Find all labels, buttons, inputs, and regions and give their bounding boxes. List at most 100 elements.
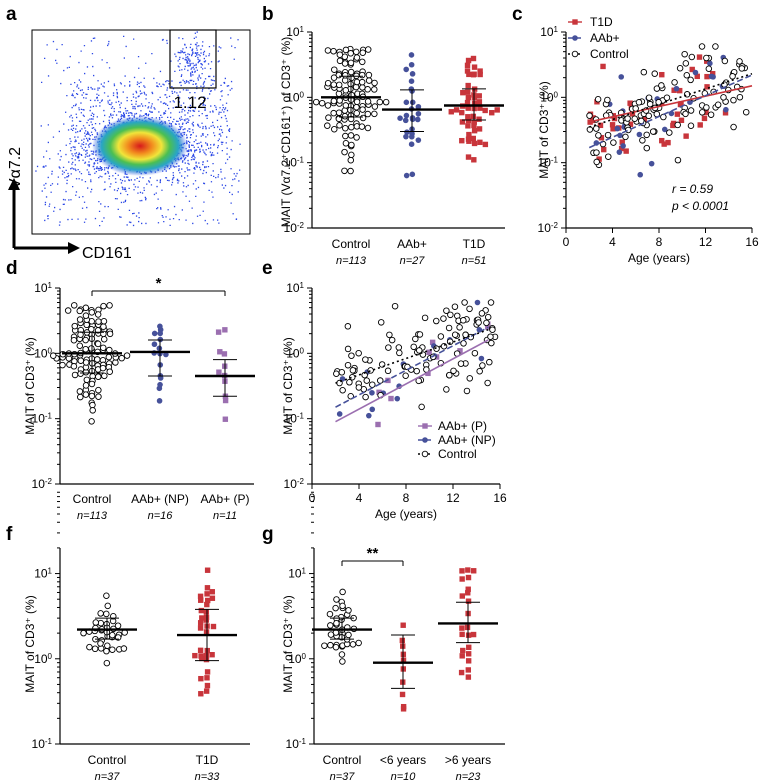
chart-b-point xyxy=(341,113,349,120)
chart-c-point xyxy=(694,73,700,80)
chart-c-point xyxy=(714,101,722,109)
chart-e-point xyxy=(466,305,473,313)
chart-c-point xyxy=(704,84,710,90)
chart-c-point xyxy=(674,121,681,129)
chart-g-point xyxy=(339,588,346,596)
chart-f-point xyxy=(109,631,116,639)
chart-f-point xyxy=(109,646,116,653)
chart-b-point xyxy=(348,123,355,131)
chart-b-point xyxy=(464,68,471,74)
chart-f-point xyxy=(203,656,210,663)
chart-d-point xyxy=(59,361,66,369)
chart-e-point xyxy=(412,335,419,343)
chart-b-point xyxy=(365,71,373,79)
chart-c-point xyxy=(674,156,682,164)
chart-b-point xyxy=(471,140,478,147)
flow-density-core xyxy=(92,116,188,176)
chart-e-x-axis-label: Age (years) xyxy=(375,507,437,521)
chart-e-point xyxy=(344,345,352,353)
chart-f-point xyxy=(199,615,205,621)
chart-b-point xyxy=(477,105,483,111)
chart-b-point xyxy=(348,151,355,159)
chart-b-point xyxy=(477,71,483,78)
chart-c-point xyxy=(648,160,655,167)
chart-g-point xyxy=(339,602,346,610)
chart-c-point xyxy=(701,115,708,122)
chart-d-point xyxy=(106,346,113,354)
chart-b-point xyxy=(408,78,415,85)
chart-b-point xyxy=(331,66,338,73)
chart-b-point xyxy=(342,72,349,79)
chart-e-point xyxy=(460,317,467,324)
chart-c-legend-marker xyxy=(572,19,578,25)
chart-c-x-axis-label: Age (years) xyxy=(628,251,690,265)
chart-g-point xyxy=(399,691,406,698)
chart-b-point xyxy=(358,78,366,86)
chart-d-point xyxy=(222,327,228,333)
chart-c-legend-label: AAb+ xyxy=(590,31,620,45)
chart-b-point xyxy=(415,103,422,110)
panel-label-d: d xyxy=(6,258,18,279)
chart-b-point xyxy=(403,133,409,140)
chart-g-significance-label: ** xyxy=(367,545,379,562)
chart-g-point xyxy=(459,625,465,631)
chart-d-point xyxy=(222,416,229,422)
chart-f-point xyxy=(203,652,210,659)
panel-label-f: f xyxy=(6,524,13,545)
chart-d-point xyxy=(82,312,90,319)
chart-d-point xyxy=(89,401,96,409)
chart-b-point xyxy=(342,87,350,94)
chart-f-point xyxy=(204,567,211,573)
chart-e-point xyxy=(457,348,463,354)
chart-d-category-label: AAb+ (P) xyxy=(200,492,249,506)
chart-c-y-tick-label: 101 xyxy=(540,25,558,40)
chart-b-point xyxy=(476,116,482,122)
chart-c-point xyxy=(687,76,694,84)
chart-d-point xyxy=(106,330,114,338)
chart-b-point xyxy=(465,89,471,95)
mait-gate xyxy=(169,29,217,89)
chart-d-point xyxy=(94,356,101,363)
chart-b-point xyxy=(371,103,379,110)
chart-e-point xyxy=(450,367,457,375)
chart-b-point xyxy=(353,54,361,61)
chart-b-point xyxy=(347,156,355,164)
chart-f-point xyxy=(210,623,217,630)
chart-c-point xyxy=(635,99,643,106)
chart-b-point xyxy=(489,110,495,116)
chart-b-point xyxy=(371,79,378,87)
chart-e-point xyxy=(369,381,376,388)
chart-c-point xyxy=(627,100,633,106)
chart-c-point xyxy=(655,99,662,106)
chart-e-point xyxy=(451,303,459,310)
chart-b-point xyxy=(466,71,472,78)
chart-b-point xyxy=(330,97,338,105)
chart-g-point xyxy=(327,641,334,649)
chart-b-point xyxy=(376,98,384,106)
chart-b-point xyxy=(465,105,471,111)
chart-c-point xyxy=(661,141,667,147)
chart-e-x-tick-label: 16 xyxy=(493,491,507,505)
chart-g-point xyxy=(400,622,406,628)
chart-c-point xyxy=(618,145,625,152)
chart-d-point xyxy=(94,311,102,318)
chart-g-n-label: n=23 xyxy=(456,771,482,783)
chart-g-point xyxy=(465,567,471,573)
chart-b-point xyxy=(347,167,354,175)
chart-e-point xyxy=(421,314,429,322)
chart-c-point xyxy=(658,82,665,89)
chart-c-point xyxy=(704,73,710,80)
chart-e-point xyxy=(487,299,495,306)
panel-label-e: e xyxy=(262,258,273,279)
chart-c-point xyxy=(593,158,600,166)
chart-b-point xyxy=(464,62,471,69)
chart-d-point xyxy=(82,336,89,344)
chart-c-point xyxy=(698,43,706,50)
chart-b-point xyxy=(403,99,410,106)
chart-b-point xyxy=(348,141,355,149)
chart-d-point xyxy=(77,393,84,401)
chart-e-point xyxy=(445,324,453,332)
